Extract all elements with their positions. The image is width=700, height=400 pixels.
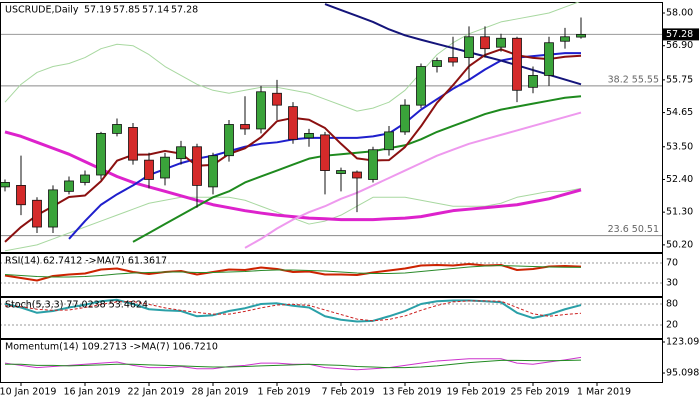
indicator-line	[4, 356, 582, 371]
indicator-line	[244, 111, 582, 249]
y-tick-label: 53.50	[666, 141, 693, 152]
candle-body	[496, 37, 506, 48]
ohlc-high: 57.85	[113, 5, 140, 16]
candle-body	[1, 182, 10, 188]
candle-body	[128, 127, 138, 161]
panel-title: RSI(14) 62.7412 ->MA(7) 61.3617	[5, 256, 167, 267]
panel-title: Stoch(5,3,3) 77.0238 53.4624	[5, 300, 148, 311]
last-price-label: 57.28	[666, 29, 693, 40]
labels: 58.00 56.90 55.75 54.65 53.50 52.40 51.30 50.20…	[0, 5, 700, 398]
candle-body	[192, 146, 202, 186]
candle-body	[208, 155, 218, 188]
price-plot: 38.2 55.55 23.6 50.51	[1, 2, 662, 252]
candle-body	[352, 171, 362, 179]
x-tick-label: 10 Jan 2019	[0, 387, 56, 398]
y-tick-label: 56.90	[666, 40, 693, 51]
candle-body	[272, 92, 282, 106]
y-tick-label: 70	[666, 258, 678, 269]
candle-body	[384, 131, 394, 151]
rsi-plot	[1, 262, 662, 284]
candle-body	[48, 189, 58, 228]
candle-body	[464, 36, 474, 58]
candle-body	[144, 159, 154, 180]
indicator-line	[5, 359, 582, 369]
candle-body	[368, 149, 378, 180]
indicator-line	[132, 95, 582, 243]
y-tick-label: 58.00	[666, 7, 693, 18]
panel-title: Momentum(14) 109.2713 ->MA(7) 106.7210	[5, 342, 218, 353]
candle-body	[32, 199, 42, 228]
y-tick-label: 52.40	[666, 174, 693, 185]
y-tick-label: 55.75	[666, 74, 693, 85]
candle-body	[512, 37, 522, 91]
candle-body	[400, 104, 410, 133]
x-tick-label: 25 Feb 2019	[510, 387, 569, 398]
candle-body	[336, 170, 346, 174]
candle-body	[64, 180, 74, 192]
chart-title: USCRUDE,Daily	[5, 5, 79, 16]
fib-label: 38.2 55.55	[608, 74, 659, 85]
candle-body	[432, 60, 442, 67]
candle-body	[16, 185, 26, 206]
main-frame	[0, 2, 663, 253]
candle-body	[544, 42, 554, 76]
candle-body	[576, 34, 586, 38]
ohlc-close: 57.28	[171, 5, 198, 16]
ohlc-open: 57.19	[84, 5, 111, 16]
candle-body	[112, 124, 122, 134]
candle-body	[224, 124, 234, 157]
candle-body	[240, 124, 250, 130]
candle-body	[320, 134, 330, 171]
candle-body	[480, 36, 490, 50]
candle-body	[256, 91, 266, 130]
stoch-frame	[0, 297, 663, 339]
candle-body	[160, 156, 170, 179]
momentum-plot	[4, 356, 582, 371]
x-tick-label: 7 Feb 2019	[321, 387, 374, 398]
candle-body	[80, 174, 90, 183]
y-tick-label: 123.0984	[666, 336, 700, 347]
candle-body	[416, 66, 426, 106]
indicator-line	[4, 265, 582, 278]
fib-label: 23.6 50.51	[608, 224, 659, 235]
momentum-frame	[0, 339, 663, 383]
ohlc-low: 57.14	[142, 5, 169, 16]
indicator-line	[4, 300, 582, 322]
y-tick-label: 50.20	[666, 239, 693, 250]
stoch-plot	[1, 298, 662, 326]
x-tick-label: 22 Jan 2019	[128, 387, 185, 398]
y-tick-label: 95.09838	[666, 368, 700, 379]
x-tick-label: 28 Jan 2019	[192, 387, 249, 398]
x-tick-label: 1 Feb 2019	[257, 387, 310, 398]
candle-body	[528, 75, 538, 88]
candle-body	[448, 57, 458, 63]
rsi-frame	[0, 253, 663, 297]
candle-body	[288, 106, 298, 140]
y-tick-label: 54.65	[666, 107, 693, 118]
candle-body	[176, 146, 186, 160]
x-tick-label: 1 Mar 2019	[577, 387, 631, 398]
x-tick-label: 13 Feb 2019	[382, 387, 441, 398]
y-tick-label: 20	[666, 320, 678, 331]
candle-body	[304, 132, 314, 139]
y-tick-label: 30	[666, 278, 678, 289]
x-tick-label: 16 Jan 2019	[64, 387, 121, 398]
last-price-box	[663, 28, 699, 41]
candle-body	[560, 36, 570, 42]
candle-body	[96, 132, 106, 176]
y-tick-label: 80	[666, 299, 678, 310]
y-tick-label: 51.30	[666, 207, 693, 218]
x-tick-label: 19 Feb 2019	[446, 387, 505, 398]
